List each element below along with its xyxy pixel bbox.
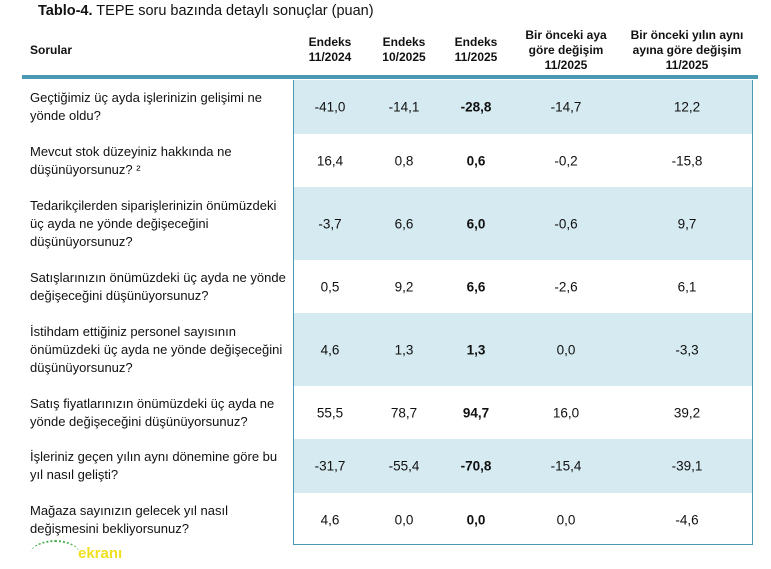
watermark-logo-icon xyxy=(30,540,80,569)
row-background xyxy=(294,313,752,386)
value-cell: 55,5 xyxy=(316,405,344,420)
value-cell: 0,0 xyxy=(466,512,486,527)
value-cell: 16,4 xyxy=(316,153,344,168)
value-cell: 4,6 xyxy=(320,342,340,357)
table-row: Mağaza sayınızın gelecek yıl nasıl değiş… xyxy=(0,493,771,546)
value-cell: -39,1 xyxy=(671,458,703,474)
value-cell: 4,6 xyxy=(320,512,340,527)
header-divider xyxy=(22,75,758,79)
value-cell: 12,2 xyxy=(673,99,701,115)
value-cell: -70,8 xyxy=(460,458,492,474)
value-cell: -28,8 xyxy=(460,99,492,115)
value-cell: 78,7 xyxy=(390,405,418,420)
value-cell: 9,2 xyxy=(394,279,414,294)
question-text: Mevcut stok düzeyiniz hakkında ne düşünü… xyxy=(30,143,232,177)
value-cell: 0,0 xyxy=(394,512,414,527)
value-cell: 0,5 xyxy=(320,279,340,294)
header-index-2024-11: Endeks 11/2024 xyxy=(308,35,352,64)
value-cell: 1,3 xyxy=(466,342,486,357)
table-row: Mevcut stok düzeyiniz hakkında ne düşünü… xyxy=(0,134,771,187)
question-text: Satışlarınızın önümüzdeki üç ayda ne yön… xyxy=(30,269,286,303)
value-cell: 94,7 xyxy=(462,405,490,420)
value-cell: -3,7 xyxy=(318,216,342,231)
question-text: Satış fiyatlarınızın önümüzdeki üç ayda … xyxy=(30,395,275,429)
value-cell: -3,3 xyxy=(675,342,699,357)
table-row: Geçtiğimiz üç ayda işlerinizin gelişimi … xyxy=(0,80,771,134)
value-cell: -0,6 xyxy=(554,216,578,231)
header-yearly-change: Bir önceki yılın aynı ayına göre değişim… xyxy=(630,27,744,72)
table-row: İşleriniz geçen yılın aynı dönemine göre… xyxy=(0,439,771,493)
table-row: İstihdam ettiğiniz personel sayısının ön… xyxy=(0,313,771,386)
value-cell: -14,7 xyxy=(550,99,582,115)
value-cell: 6,6 xyxy=(466,279,486,294)
header-index-2025-11: Endeks 11/2025 xyxy=(454,35,498,64)
table-row: Satışlarınızın önümüzdeki üç ayda ne yön… xyxy=(0,260,771,313)
header-monthly-change: Bir önceki aya göre değişim 11/2025 xyxy=(525,27,607,72)
value-cell: 6,6 xyxy=(394,216,414,231)
table-number: Tablo-4. xyxy=(38,3,93,19)
table-row: Satış fiyatlarınızın önümüzdeki üç ayda … xyxy=(0,386,771,439)
value-cell: 16,0 xyxy=(552,405,580,420)
table-title: Tablo-4. TEPE soru bazında detaylı sonuç… xyxy=(38,3,374,19)
question-text: Mağaza sayınızın gelecek yıl nasıl değiş… xyxy=(30,502,228,536)
value-cell: -2,6 xyxy=(554,279,578,294)
value-cell: 0,0 xyxy=(556,512,576,527)
value-cell: -0,2 xyxy=(554,153,578,168)
value-cell: 39,2 xyxy=(673,405,701,420)
value-cell: 0,0 xyxy=(556,342,576,357)
value-cell: -15,4 xyxy=(550,458,582,474)
watermark: ekranı xyxy=(78,545,123,562)
table-caption: TEPE soru bazında detaylı sonuçlar (puan… xyxy=(96,3,374,19)
value-cell: -14,1 xyxy=(388,99,420,115)
row-background xyxy=(294,439,752,493)
table-row: Tedarikçilerden siparişlerinizin önümüzd… xyxy=(0,187,771,260)
question-text: İstihdam ettiğiniz personel sayısının ön… xyxy=(30,323,283,375)
value-cell: -4,6 xyxy=(675,512,699,527)
values-frame xyxy=(293,80,753,545)
value-cell: 0,6 xyxy=(466,153,486,168)
row-background xyxy=(294,187,752,260)
value-cell: 9,7 xyxy=(677,216,697,231)
value-cell: -55,4 xyxy=(388,458,420,474)
value-cell: 1,3 xyxy=(394,342,414,357)
question-text: İşleriniz geçen yılın aynı dönemine göre… xyxy=(30,449,278,482)
value-cell: 0,8 xyxy=(394,153,414,168)
value-cell: 6,1 xyxy=(677,279,697,294)
value-cell: -41,0 xyxy=(314,99,346,115)
row-background xyxy=(294,80,752,134)
value-cell: -15,8 xyxy=(671,153,703,168)
header-questions: Sorular xyxy=(30,42,73,57)
question-text: Tedarikçilerden siparişlerinizin önümüzd… xyxy=(30,197,277,249)
value-cell: -31,7 xyxy=(314,458,346,474)
header-index-2025-10: Endeks 10/2025 xyxy=(382,35,426,64)
question-text: Geçtiğimiz üç ayda işlerinizin gelişimi … xyxy=(30,90,262,123)
value-cell: 6,0 xyxy=(466,216,486,231)
